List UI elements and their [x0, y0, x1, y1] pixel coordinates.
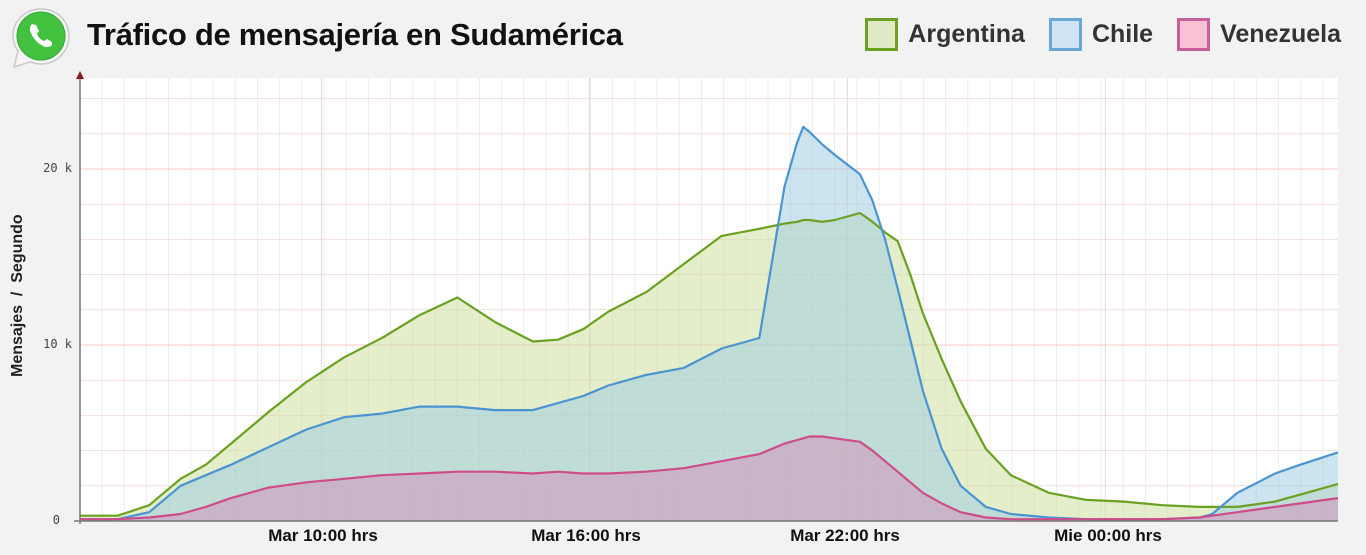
- legend-label: Venezuela: [1220, 20, 1341, 48]
- legend: Argentina Chile Venezuela: [865, 18, 1366, 51]
- x-tick-label: Mar 10:00 hrs: [268, 526, 378, 545]
- legend-swatch-venezuela: [1177, 18, 1211, 51]
- legend-swatch-argentina: [865, 18, 899, 51]
- area-chile: [80, 126, 1338, 522]
- legend-label: Chile: [1091, 20, 1154, 48]
- legend-item-chile[interactable]: Chile: [1048, 18, 1154, 51]
- x-tick-label: Mar 16:00 hrs: [531, 526, 641, 545]
- line-venezuela: [80, 435, 1339, 521]
- legend-item-venezuela[interactable]: Venezuela: [1177, 18, 1341, 51]
- y-tick-0: 0: [52, 513, 60, 527]
- series-group: [80, 125, 1339, 522]
- y-tick-20k: 20 k: [43, 161, 72, 175]
- y-tick-10k: 10 k: [43, 337, 72, 351]
- legend-label: Argentina: [908, 20, 1025, 48]
- chart-title: Tráfico de mensajería en Sudamérica: [87, 17, 623, 52]
- x-tick-label: Mar 22:00 hrs: [790, 526, 900, 545]
- area-venezuela: [80, 436, 1338, 521]
- y-axis-arrow-icon: [76, 71, 84, 79]
- x-tick-label: Mie 00:00 hrs: [1054, 526, 1162, 545]
- legend-swatch-chile: [1048, 18, 1082, 51]
- line-argentina: [80, 211, 1339, 517]
- legend-item-argentina[interactable]: Argentina: [865, 18, 1025, 51]
- whatsapp-logo-icon: [12, 8, 70, 69]
